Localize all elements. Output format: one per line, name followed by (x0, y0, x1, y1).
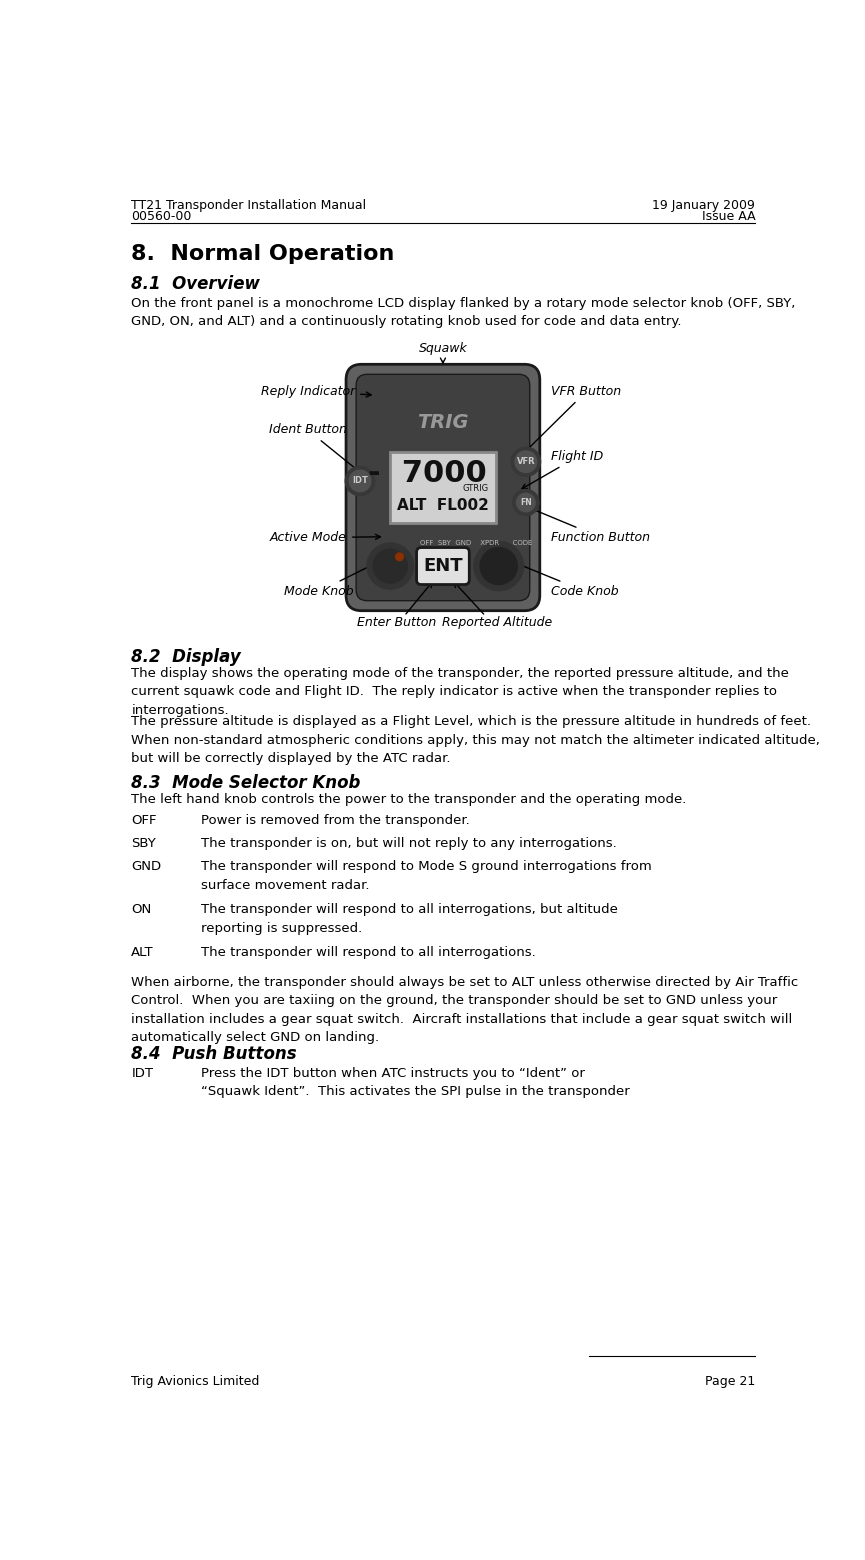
Text: GND: GND (131, 860, 162, 874)
Text: Page 21: Page 21 (705, 1374, 755, 1387)
Text: The transponder will respond to all interrogations, but altitude
reporting is su: The transponder will respond to all inte… (202, 903, 618, 934)
Text: ENT: ENT (423, 557, 463, 576)
Text: Flight ID: Flight ID (522, 451, 604, 488)
Text: TT21 Transponder Installation Manual: TT21 Transponder Installation Manual (131, 198, 367, 212)
Circle shape (480, 548, 517, 585)
Circle shape (474, 541, 523, 591)
Text: SBY: SBY (131, 838, 156, 850)
Text: The pressure altitude is displayed as a Flight Level, which is the pressure alti: The pressure altitude is displayed as a … (131, 716, 820, 766)
Text: 8.4  Push Buttons: 8.4 Push Buttons (131, 1045, 297, 1062)
Text: Power is removed from the transponder.: Power is removed from the transponder. (202, 814, 470, 827)
Text: Squawk: Squawk (419, 342, 467, 363)
FancyBboxPatch shape (356, 374, 529, 601)
Text: Issue AA: Issue AA (702, 211, 755, 223)
Text: GTRIG: GTRIG (463, 484, 489, 493)
Text: The transponder is on, but will not reply to any interrogations.: The transponder is on, but will not repl… (202, 838, 617, 850)
Text: The display shows the operating mode of the transponder, the reported pressure a: The display shows the operating mode of … (131, 668, 789, 718)
Circle shape (511, 448, 541, 476)
Text: Code Knob: Code Knob (485, 551, 619, 597)
Text: IDT: IDT (352, 476, 368, 485)
Circle shape (345, 466, 375, 496)
Text: When airborne, the transponder should always be set to ALT unless otherwise dire: When airborne, the transponder should al… (131, 975, 798, 1044)
Text: VFR Button: VFR Button (518, 385, 622, 459)
Text: Enter Button: Enter Button (356, 616, 436, 629)
Text: Ident Button: Ident Button (268, 423, 368, 479)
Circle shape (373, 549, 407, 583)
Text: OFF  SBY  GND    XPDR      CODE: OFF SBY GND XPDR CODE (420, 540, 532, 546)
Text: On the front panel is a monochrome LCD display flanked by a rotary mode selector: On the front panel is a monochrome LCD d… (131, 296, 796, 328)
Text: Reported Altitude: Reported Altitude (442, 616, 552, 629)
FancyBboxPatch shape (390, 452, 496, 523)
Text: The transponder will respond to Mode S ground interrogations from
surface moveme: The transponder will respond to Mode S g… (202, 860, 652, 892)
Text: The transponder will respond to all interrogations.: The transponder will respond to all inte… (202, 947, 536, 959)
Text: Active Mode: Active Mode (270, 530, 381, 544)
Text: 8.1  Overview: 8.1 Overview (131, 275, 260, 293)
Text: FN: FN (520, 498, 532, 507)
Text: Mode Knob: Mode Knob (284, 551, 400, 597)
Text: Function Button: Function Button (521, 504, 650, 544)
Circle shape (515, 451, 536, 473)
Text: ALT  FL002: ALT FL002 (397, 498, 489, 513)
Text: IDT: IDT (131, 1067, 153, 1080)
Text: VFR: VFR (516, 457, 535, 466)
Circle shape (349, 470, 371, 491)
FancyBboxPatch shape (417, 548, 470, 585)
Text: ON: ON (131, 903, 151, 916)
Text: 00560-00: 00560-00 (131, 211, 192, 223)
Text: 8.3  Mode Selector Knob: 8.3 Mode Selector Knob (131, 774, 361, 792)
Circle shape (516, 493, 535, 512)
Text: 19 January 2009: 19 January 2009 (652, 198, 755, 212)
Text: ALT: ALT (131, 947, 154, 959)
Text: TRIG: TRIG (417, 412, 469, 432)
FancyBboxPatch shape (346, 365, 540, 610)
Text: 8.2  Display: 8.2 Display (131, 647, 241, 666)
Text: Press the IDT button when ATC instructs you to “Ident” or
“Squawk Ident”.  This : Press the IDT button when ATC instructs … (202, 1067, 630, 1098)
Text: Trig Avionics Limited: Trig Avionics Limited (131, 1374, 260, 1387)
Circle shape (513, 490, 539, 516)
Text: OFF: OFF (131, 814, 157, 827)
Circle shape (395, 552, 403, 560)
Text: Reply Indicator: Reply Indicator (261, 385, 371, 398)
Circle shape (367, 543, 413, 590)
Text: The left hand knob controls the power to the transponder and the operating mode.: The left hand knob controls the power to… (131, 792, 687, 807)
Text: 8.  Normal Operation: 8. Normal Operation (131, 245, 394, 264)
Text: -  7000: - 7000 (368, 459, 487, 488)
